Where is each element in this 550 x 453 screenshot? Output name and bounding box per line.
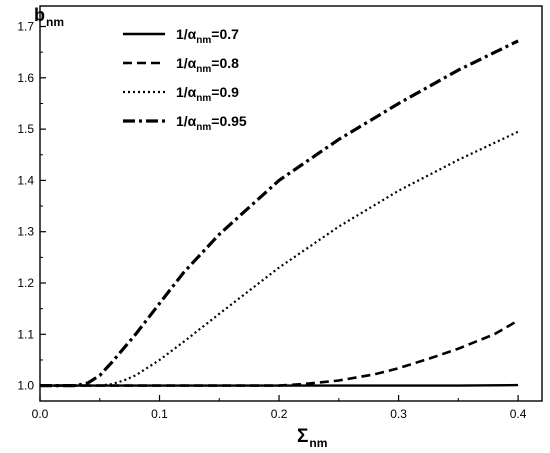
plot-border	[39, 5, 543, 402]
legend-label-value: =0.7	[211, 26, 239, 42]
legend-label-value: =0.8	[211, 55, 239, 71]
legend-label-4: 1/αnm=0.95	[176, 113, 247, 133]
y-axis-ticks: 1.0 1.1 1.2 1.3 1.4 1.5 1.6 1.7	[17, 20, 46, 393]
y-axis-label: bnm	[34, 5, 64, 29]
y-tick-label: 1.7	[17, 20, 34, 34]
y-tick-label: 1.4	[17, 173, 34, 187]
x-axis-label-main: Σ	[297, 426, 308, 447]
x-tick-label: 0.0	[32, 407, 49, 421]
y-tick-label: 1.1	[17, 327, 34, 341]
legend-label-subscript: nm	[196, 93, 211, 104]
series-line-3	[40, 130, 519, 387]
legend-label-value: =0.9	[211, 84, 239, 100]
x-tick-label: 0.4	[510, 407, 527, 421]
legend-label-subscript: nm	[196, 64, 211, 75]
legend: 1/αnm=0.71/αnm=0.81/αnm=0.91/αnm=0.95	[123, 26, 247, 133]
y-axis-label-sub: nm	[46, 15, 64, 29]
legend-label-2: 1/αnm=0.8	[176, 55, 239, 75]
x-axis-label-sub: nm	[309, 436, 327, 450]
y-tick-label: 1.2	[17, 276, 34, 290]
legend-label-1: 1/αnm=0.7	[176, 26, 239, 46]
plot-frame	[39, 5, 543, 402]
series-layer	[40, 39, 519, 388]
series-line-4	[40, 39, 519, 388]
y-tick-label: 1.0	[17, 379, 34, 393]
legend-label-value: =0.95	[211, 113, 247, 129]
x-tick-label: 0.1	[151, 407, 168, 421]
legend-label-prefix: 1/α	[176, 113, 197, 129]
legend-label-prefix: 1/α	[176, 26, 197, 42]
x-axis-ticks: 0.0 0.1 0.2 0.3 0.4	[32, 395, 527, 421]
x-tick-label: 0.3	[390, 407, 407, 421]
legend-label-subscript: nm	[196, 35, 211, 46]
x-axis-label: Σnm	[297, 426, 327, 450]
x-tick-label: 0.2	[271, 407, 288, 421]
legend-label-prefix: 1/α	[176, 84, 197, 100]
series-line-2	[40, 319, 519, 387]
y-tick-label: 1.5	[17, 122, 34, 136]
legend-label-3: 1/αnm=0.9	[176, 84, 239, 104]
y-axis-label-main: b	[34, 5, 45, 25]
y-tick-label: 1.3	[17, 225, 34, 239]
legend-label-prefix: 1/α	[176, 55, 197, 71]
y-tick-label: 1.6	[17, 71, 34, 85]
legend-label-subscript: nm	[196, 122, 211, 133]
